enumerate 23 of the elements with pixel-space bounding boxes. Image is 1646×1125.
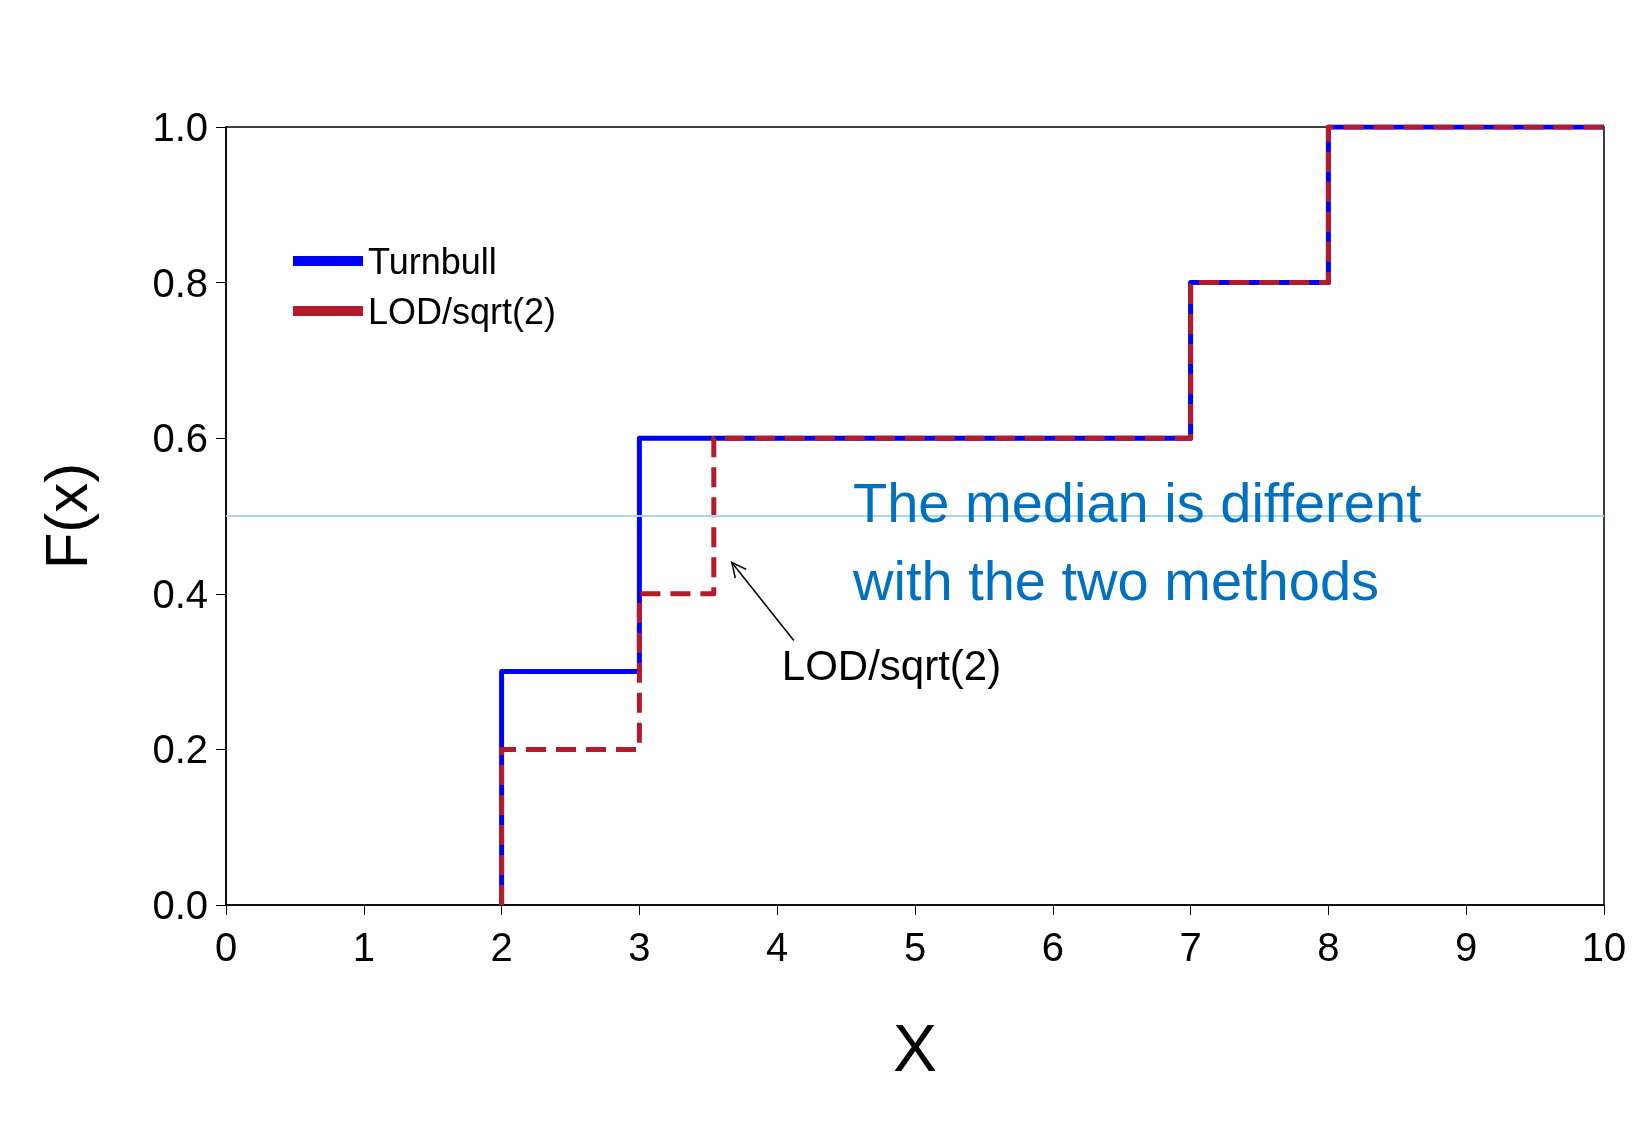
x-tick-label: 1 bbox=[352, 925, 375, 969]
y-tick-label: 0.6 bbox=[152, 416, 208, 461]
x-tick-label: 5 bbox=[903, 925, 927, 969]
y-tick-label: 0.8 bbox=[152, 260, 208, 305]
annotation: LOD/sqrt(2) bbox=[781, 641, 1002, 689]
y-tick-label: 0.2 bbox=[152, 727, 208, 772]
x-tick-label: 2 bbox=[490, 925, 513, 969]
annotation: The median is different with the two methods bbox=[852, 470, 1438, 612]
legend-label: Turnbull bbox=[368, 240, 497, 282]
y-tick-label: 0.4 bbox=[152, 571, 208, 616]
y-axis-title: F(x) bbox=[32, 462, 100, 570]
x-tick-label: 9 bbox=[1455, 925, 1478, 969]
x-axis-title: X bbox=[892, 1011, 938, 1085]
x-tick-label: 3 bbox=[628, 925, 651, 969]
y-tick-label: 1.0 bbox=[152, 105, 208, 149]
x-tick-label: 4 bbox=[766, 925, 789, 969]
x-tick-label: 6 bbox=[1041, 925, 1064, 969]
x-tick-label: 7 bbox=[1179, 925, 1202, 969]
legend-label: LOD/sqrt(2) bbox=[368, 290, 557, 332]
x-tick-label: 0 bbox=[214, 925, 238, 969]
x-tick-label: 8 bbox=[1317, 925, 1340, 969]
x-tick-label: 10 bbox=[1581, 925, 1627, 969]
y-tick-label: 0.0 bbox=[152, 883, 208, 927]
